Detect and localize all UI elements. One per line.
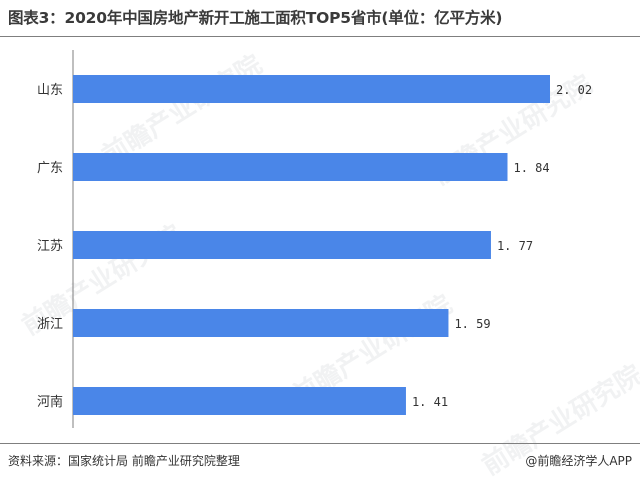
footer-divider bbox=[0, 443, 640, 444]
value-label-3: 1. 59 bbox=[454, 317, 490, 331]
value-label-2: 1. 77 bbox=[497, 239, 533, 253]
category-label-3: 浙江 bbox=[37, 317, 63, 332]
category-label-2: 江苏 bbox=[37, 238, 63, 254]
bar-1 bbox=[73, 153, 508, 181]
credit-note: @前瞻经济学人APP bbox=[525, 454, 632, 468]
bar-2 bbox=[73, 231, 491, 259]
bar-3 bbox=[73, 309, 449, 337]
title-divider bbox=[0, 36, 640, 37]
bars-group: 山东 2. 02 广东 1. 84 江苏 1. 77 浙江 1. 59 河南 1. 41 bbox=[37, 75, 592, 415]
category-label-1: 广东 bbox=[37, 161, 63, 176]
bar-chart: 山东 2. 02 广东 1. 84 江苏 1. 77 浙江 1. 59 河南 1. 41 bbox=[37, 50, 592, 428]
category-label-0: 山东 bbox=[37, 83, 63, 98]
bar-4 bbox=[73, 387, 406, 415]
value-label-4: 1. 41 bbox=[412, 395, 448, 409]
bar-0 bbox=[73, 75, 550, 103]
value-label-0: 2. 02 bbox=[556, 83, 592, 97]
value-label-1: 1. 84 bbox=[513, 161, 549, 175]
category-label-4: 河南 bbox=[37, 394, 63, 410]
chart-title: 图表3：2020年中国房地产新开工施工面积TOP5省市(单位：亿平方米) bbox=[8, 9, 503, 27]
source-note: 资料来源：国家统计局 前瞻产业研究院整理 bbox=[8, 454, 240, 468]
